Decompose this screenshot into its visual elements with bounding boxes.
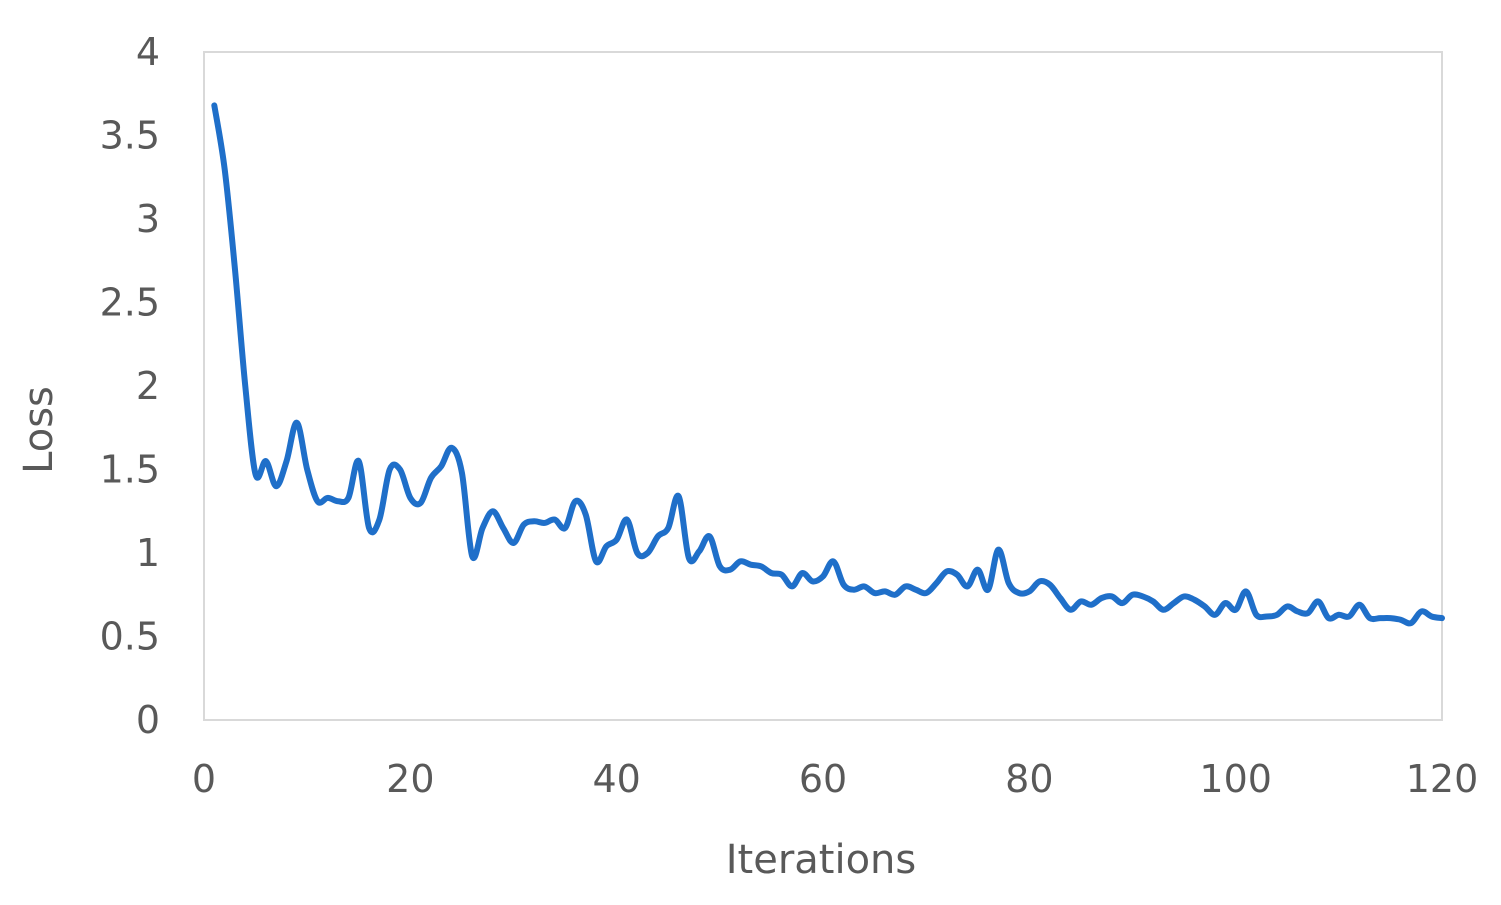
y-tick-label: 2 xyxy=(136,364,160,408)
y-tick-label: 4 xyxy=(136,30,160,74)
y-tick-label: 1.5 xyxy=(100,448,160,492)
x-tick-label: 100 xyxy=(1199,757,1272,801)
x-tick-label: 20 xyxy=(386,757,434,801)
y-tick-label: 3 xyxy=(136,197,160,241)
y-axis-ticks: 0 0.5 1 1.5 2 2.5 3 3.5 4 xyxy=(100,30,160,742)
x-axis-ticks: 0 20 40 60 80 100 120 xyxy=(192,757,1478,801)
series-line-loss xyxy=(211,102,1445,627)
y-tick-label: 0.5 xyxy=(100,615,160,659)
x-tick-label: 40 xyxy=(592,757,640,801)
y-tick-label: 1 xyxy=(136,531,160,575)
x-tick-label: 0 xyxy=(192,757,216,801)
x-tick-label: 120 xyxy=(1406,757,1479,801)
x-tick-label: 80 xyxy=(1005,757,1053,801)
y-tick-label: 3.5 xyxy=(100,114,160,158)
y-axis-title: Loss xyxy=(16,386,62,474)
x-tick-label: 60 xyxy=(799,757,847,801)
x-axis-title: Iterations xyxy=(726,837,917,883)
plot-area-border xyxy=(203,51,1443,721)
y-tick-label: 0 xyxy=(136,698,160,742)
y-tick-label: 2.5 xyxy=(100,281,160,325)
